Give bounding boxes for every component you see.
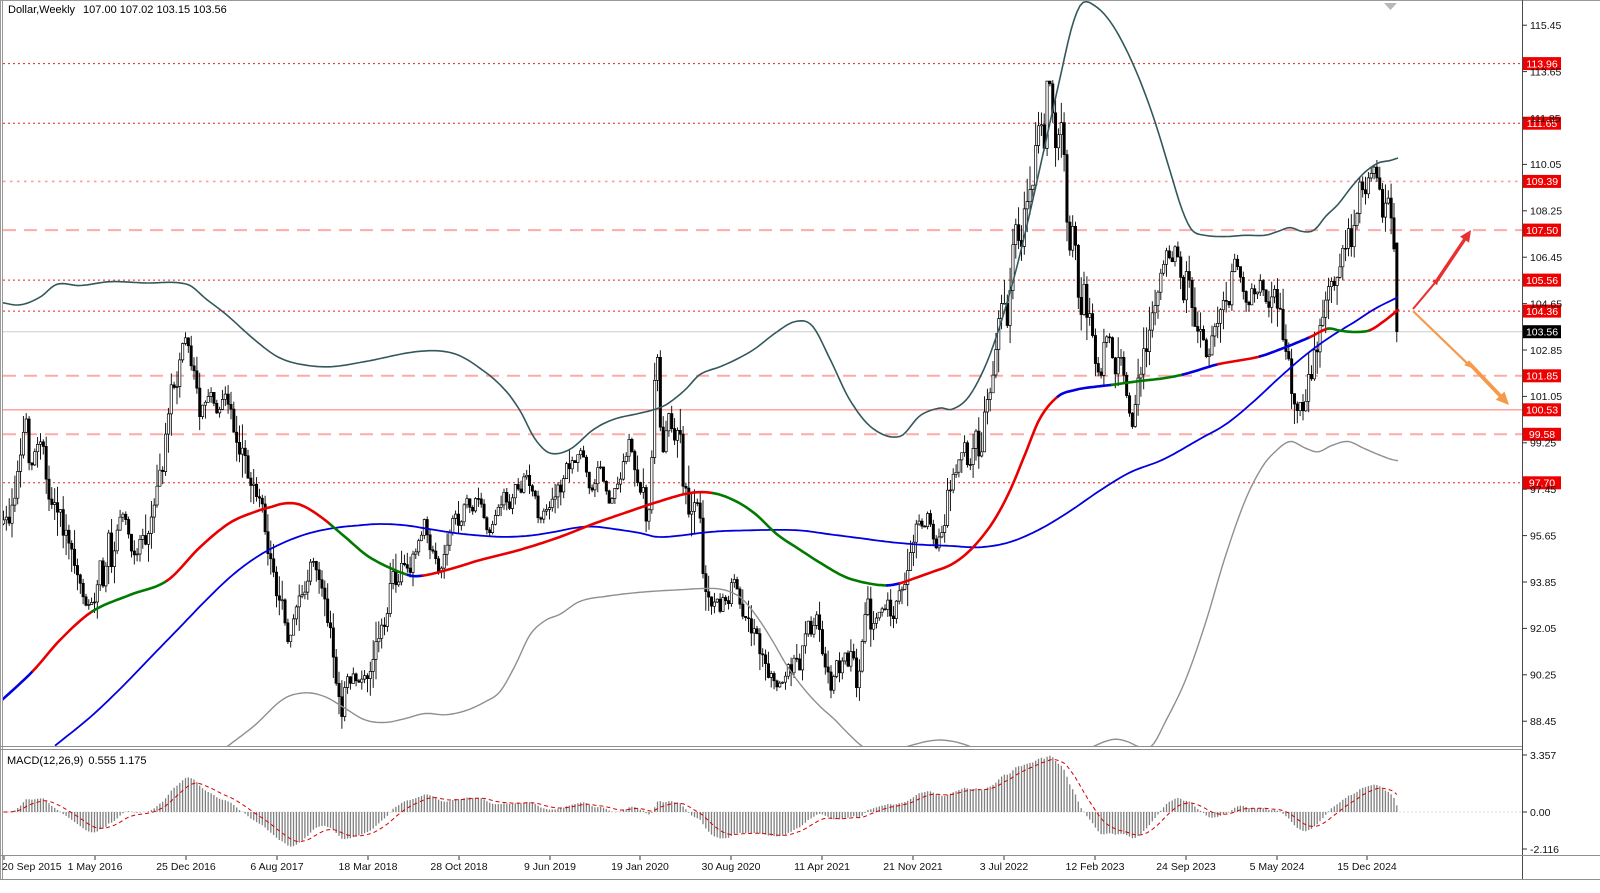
svg-text:111.65: 111.65	[1527, 118, 1558, 130]
ma-colored-segment-green	[1326, 327, 1372, 334]
bb-lower-line	[226, 440, 1399, 746]
level-label-109.39: 109.39	[1523, 174, 1561, 188]
level-label-100.53: 100.53	[1523, 403, 1561, 417]
ma-colored-segment-blue	[1181, 362, 1220, 376]
level-label-104.36: 104.36	[1523, 304, 1561, 318]
ma-colored-segment-red	[165, 501, 332, 582]
trend-arrows[interactable]	[1412, 230, 1509, 405]
time-tick-label: 1 May 2016	[68, 861, 123, 873]
time-tick-label: 11 Apr 2021	[794, 861, 850, 873]
macd-panel	[3, 755, 1522, 847]
price-tick-label: 111.85	[1530, 113, 1561, 125]
ma-colored-segment-green	[1110, 373, 1185, 387]
time-tick-label: 5 May 2024	[1250, 861, 1305, 873]
ma-colored-segment-red	[1308, 327, 1330, 339]
macd-axis[interactable]: 3.357 0.00 -2.116	[1522, 750, 1559, 856]
price-tick-label: 90.25	[1530, 670, 1556, 682]
time-tick-label: 12 Feb 2023	[1066, 861, 1125, 873]
price-tick-label: 92.05	[1530, 623, 1556, 635]
time-axis[interactable]: 20 Sep 2015 1 May 2016 25 Dec 2016 6 Aug 20…	[2, 856, 1397, 873]
svg-text:105.56: 105.56	[1526, 275, 1558, 287]
candles-down	[7, 80, 1399, 717]
bb-upper-line	[3, 1, 1399, 455]
ma-colored-segment-red	[421, 490, 715, 577]
svg-text:104.36: 104.36	[1526, 306, 1558, 318]
price-tick-label: 113.65	[1530, 66, 1561, 78]
price-tick-label: 101.05	[1530, 391, 1562, 403]
price-tick-label: 99.25	[1530, 438, 1556, 450]
svg-text:99.58: 99.58	[1529, 429, 1555, 441]
macd-tick-label: 0.00	[1530, 807, 1551, 819]
moving-averages	[3, 296, 1400, 746]
ma-colored-segment-green	[90, 579, 169, 613]
time-tick-label: 15 Dec 2024	[1337, 861, 1397, 873]
svg-text:103.56: 103.56	[1526, 327, 1558, 339]
candles-area[interactable]	[2, 80, 1399, 729]
level-label-113.96: 113.96	[1523, 57, 1561, 70]
current-price-label: 103.56	[1523, 325, 1561, 339]
time-tick-label: 30 Aug 2020	[702, 861, 761, 873]
ma-colored-segment-red	[898, 395, 1060, 585]
ma-colored-segment-red	[1216, 355, 1262, 366]
level-label-99.58: 99.58	[1523, 427, 1561, 441]
ma-colored-segment-green	[711, 491, 889, 587]
time-tick-label: 25 Dec 2016	[156, 861, 216, 873]
time-tick-label: 24 Sep 2023	[1156, 861, 1216, 873]
time-tick-label: 6 Aug 2017	[250, 861, 303, 873]
time-tick-label: 18 Mar 2018	[339, 861, 398, 873]
macd-histogram	[5, 755, 1398, 847]
price-axis[interactable]: 113.96 111.65 109.39 107.50 105.56 104.36 101.…	[1522, 20, 1562, 728]
time-tick-label: 21 Nov 2021	[883, 861, 943, 873]
time-tick-label: 28 Oct 2018	[430, 861, 487, 873]
time-tick-label: 3 Jul 2022	[980, 861, 1029, 873]
price-tick-label: 102.85	[1530, 345, 1562, 357]
level-label-101.85: 101.85	[1523, 369, 1561, 383]
ma-colored-segment-blue	[1258, 335, 1312, 358]
ma-colored-segment-blue	[406, 573, 425, 578]
price-tick-label: 110.05	[1530, 159, 1561, 171]
price-tick-label: 97.45	[1530, 484, 1556, 496]
svg-text:97.70: 97.70	[1529, 478, 1555, 490]
scroll-marker-icon	[1384, 3, 1397, 10]
time-tick-label: 19 Jan 2020	[611, 861, 669, 873]
ma-slow-blue-line	[54, 296, 1399, 746]
level-label-107.50: 107.50	[1523, 223, 1561, 237]
price-tick-label: 106.45	[1530, 252, 1562, 264]
level-label-105.56: 105.56	[1523, 273, 1561, 287]
ma-colored-segment-blue	[1056, 383, 1114, 398]
level-label-97.70: 97.70	[1523, 476, 1561, 490]
price-tick-label: 115.45	[1530, 20, 1561, 32]
svg-text:107.50: 107.50	[1526, 225, 1558, 237]
price-tick-label: 95.65	[1530, 530, 1556, 542]
price-tick-label: 93.85	[1530, 577, 1556, 589]
ma-colored-segment-red	[31, 610, 94, 673]
time-tick-label: 9 Jun 2019	[524, 861, 576, 873]
macd-tick-label: -2.116	[1530, 844, 1559, 856]
candles-up	[3, 80, 1390, 717]
ma-colored-segment-blue	[3, 669, 35, 701]
chart-title: Dollar,Weekly 107.00 107.02 103.15 103.56	[8, 4, 227, 16]
time-tick-label: 20 Sep 2015	[2, 861, 62, 873]
macd-signal-line	[3, 758, 1398, 843]
bollinger-bands	[3, 1, 1399, 746]
svg-text:113.96: 113.96	[1526, 58, 1557, 70]
ma-colored-segment-green	[328, 522, 410, 577]
svg-text:101.85: 101.85	[1526, 371, 1558, 383]
price-tick-label: 104.65	[1530, 298, 1562, 310]
red-arrow-large[interactable]	[1434, 230, 1471, 283]
macd-label: MACD(12,26,9) 0.555 1.175	[7, 755, 147, 767]
level-label-111.65: 111.65	[1523, 116, 1561, 130]
price-tick-label: 108.25	[1530, 206, 1562, 218]
price-tick-label: 88.45	[1530, 716, 1556, 728]
macd-tick-label: 3.357	[1530, 750, 1556, 762]
ma-colored-segment-red	[1368, 308, 1400, 332]
orange-arrow-large[interactable]	[1466, 360, 1509, 405]
svg-text:100.53: 100.53	[1526, 405, 1558, 417]
svg-text:109.39: 109.39	[1526, 176, 1558, 188]
